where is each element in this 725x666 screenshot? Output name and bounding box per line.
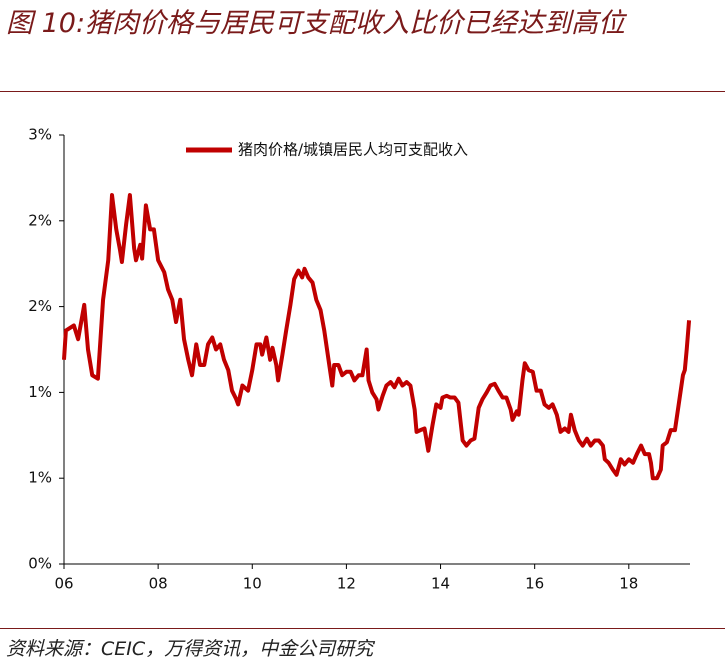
x-tick-label: 06: [54, 575, 73, 593]
footer-rule: [0, 628, 725, 629]
header-rule: [0, 91, 725, 92]
x-tick-label: 18: [619, 575, 638, 593]
title: 图 10:猪肉价格与居民可支配收入比价已经达到高位: [6, 8, 626, 39]
y-tick-label: 1%: [28, 469, 52, 487]
y-tick-label: 0%: [28, 555, 52, 573]
x-tick-label: 16: [525, 575, 544, 593]
source-note: 资料来源：CEIC，万得资讯，中金公司研究: [6, 638, 374, 660]
y-tick-label: 3%: [28, 126, 52, 144]
x-tick-label: 10: [243, 575, 262, 593]
y-tick-label: 2%: [28, 211, 52, 229]
legend-label: 猪肉价格/城镇居民人均可支配收入: [238, 141, 468, 159]
x-tick-label: 14: [431, 575, 450, 593]
y-tick-label: 1%: [28, 383, 52, 401]
y-tick-label: 2%: [28, 297, 52, 315]
line-series: [62, 193, 692, 481]
x-tick-label: 08: [149, 575, 168, 593]
chart: 0% 1% 1% 2% 2% 3% 06 08 10 12 14 16 18 猪肉价格/城镇居民人均可支配…: [28, 126, 692, 593]
x-tick-label: 12: [337, 575, 356, 593]
